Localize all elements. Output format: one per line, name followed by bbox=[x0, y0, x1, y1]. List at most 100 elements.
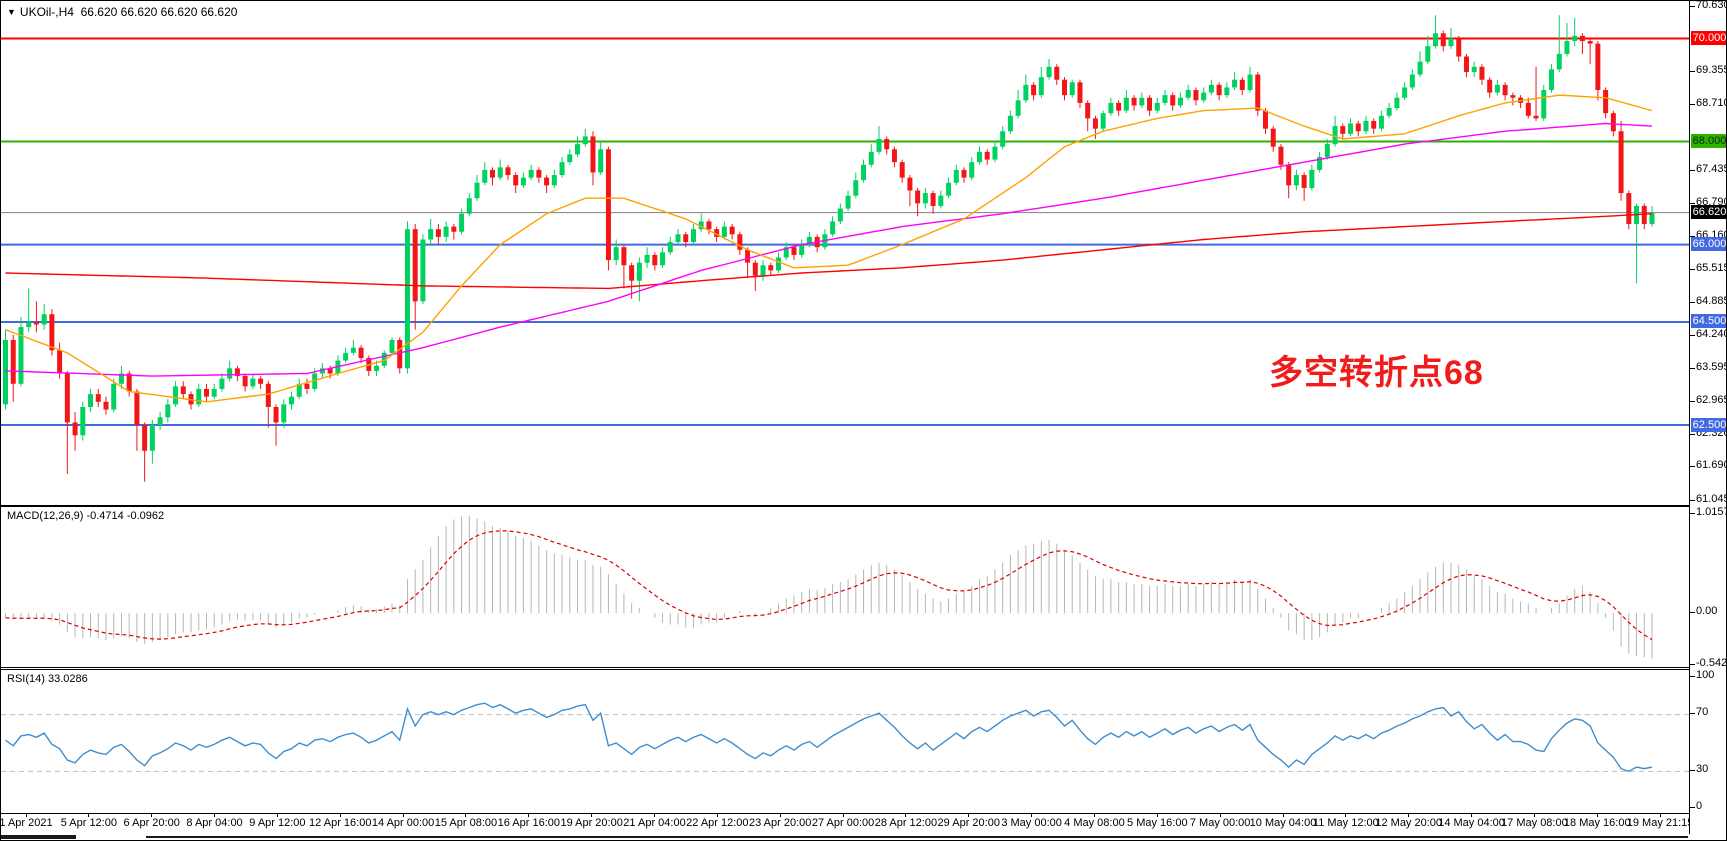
time-tick-label: 15 Apr 08:00 bbox=[434, 817, 498, 829]
price-chart-panel[interactable]: ▼ UKOil-,H4 66.620 66.620 66.620 66.620 多… bbox=[1, 1, 1689, 506]
time-tickmark bbox=[1283, 813, 1284, 817]
time-tick-label: 18 May 16:00 bbox=[1563, 817, 1631, 829]
time-tick-label: 11 May 12:00 bbox=[1312, 817, 1379, 829]
time-tick-label: 16 Apr 16:00 bbox=[497, 817, 560, 829]
price-tickmark bbox=[1690, 401, 1695, 402]
annotation-text: 多空转折点68 bbox=[1269, 354, 1484, 392]
time-tickmark bbox=[1094, 813, 1095, 817]
symbol-dropdown-icon[interactable]: ▼ bbox=[7, 7, 16, 17]
level-price-badge: 66.000 bbox=[1691, 237, 1727, 251]
rsi-tick-label: 100 bbox=[1696, 669, 1715, 681]
time-tickmark bbox=[528, 813, 529, 817]
time-tickmark bbox=[1660, 813, 1661, 817]
time-tickmark bbox=[214, 813, 215, 817]
time-tickmark bbox=[654, 813, 655, 817]
time-tickmark bbox=[780, 813, 781, 817]
price-tickmark bbox=[1690, 71, 1695, 72]
price-tick-label: 62.965 bbox=[1696, 394, 1727, 406]
time-tickmark bbox=[591, 813, 592, 817]
time-tick-label: 19 Apr 20:00 bbox=[560, 817, 623, 829]
macd-tickmark bbox=[1690, 664, 1695, 665]
price-tickmark bbox=[1690, 104, 1695, 105]
price-tick-label: 63.595 bbox=[1696, 361, 1727, 373]
symbol-timeframe-label: UKOil-,H4 bbox=[19, 5, 74, 19]
rsi-tickmark bbox=[1690, 676, 1695, 677]
time-tick-label: 29 Apr 20:00 bbox=[937, 817, 1000, 829]
h-scrollbar-thumb[interactable] bbox=[1, 835, 76, 839]
time-tickmark bbox=[1157, 813, 1158, 817]
time-tick-label: 7 May 00:00 bbox=[1189, 817, 1251, 829]
time-tick-label: 4 May 08:00 bbox=[1064, 817, 1125, 829]
price-tick-label: 68.710 bbox=[1696, 97, 1727, 109]
rsi-tickmark bbox=[1690, 807, 1695, 808]
ohlc-quote-values: 66.620 66.620 66.620 66.620 bbox=[80, 5, 238, 19]
price-tick-label: 64.240 bbox=[1696, 328, 1727, 340]
time-tickmark bbox=[88, 813, 89, 817]
time-tickmark bbox=[905, 813, 906, 817]
time-tick-label: 22 Apr 12:00 bbox=[686, 817, 749, 829]
time-tick-label: 12 May 20:00 bbox=[1375, 817, 1443, 829]
macd-tick-label: 0.00 bbox=[1696, 605, 1718, 617]
level-price-badge: 64.500 bbox=[1691, 314, 1727, 328]
h-scrollbar-track bbox=[146, 836, 1688, 838]
time-tick-label: 19 May 21:15 bbox=[1626, 817, 1694, 829]
time-tickmark bbox=[1408, 813, 1409, 817]
macd-chart[interactable] bbox=[1, 507, 1689, 667]
time-tick-label: 14 May 04:00 bbox=[1438, 817, 1505, 829]
time-tick-label: 17 May 08:00 bbox=[1501, 817, 1568, 829]
candlestick-chart[interactable] bbox=[1, 1, 1689, 504]
time-tickmark bbox=[1597, 813, 1598, 817]
price-tickmark bbox=[1690, 269, 1695, 270]
price-tickmark bbox=[1690, 500, 1695, 501]
time-tick-label: 27 Apr 00:00 bbox=[811, 817, 875, 829]
time-tick-label: 3 May 00:00 bbox=[1001, 817, 1062, 829]
time-tick-label: 6 Apr 20:00 bbox=[123, 817, 180, 829]
time-tickmark bbox=[1220, 813, 1221, 817]
time-tickmark bbox=[1345, 813, 1346, 817]
price-tickmark bbox=[1690, 466, 1695, 467]
price-tick-label: 64.885 bbox=[1696, 295, 1727, 307]
rsi-tickmark bbox=[1690, 770, 1695, 771]
price-tickmark bbox=[1690, 434, 1695, 435]
level-price-badge: 62.500 bbox=[1691, 418, 1727, 432]
price-axis[interactable]: 70.630 69.355 68.710 67.435 66.790 66.160 65.5… bbox=[1689, 0, 1727, 834]
time-tick-label: 8 Apr 04:00 bbox=[186, 817, 243, 829]
price-tick-label: 69.355 bbox=[1696, 64, 1727, 76]
macd-tickmark bbox=[1690, 513, 1695, 514]
time-tick-label: 1 Apr 2021 bbox=[0, 817, 53, 829]
time-tick-label: 23 Apr 20:00 bbox=[748, 817, 812, 829]
rsi-chart[interactable] bbox=[1, 670, 1689, 813]
macd-tickmark bbox=[1690, 612, 1695, 613]
rsi-tick-label: 30 bbox=[1696, 763, 1709, 775]
time-tickmark bbox=[151, 813, 152, 817]
rsi-tickmark bbox=[1690, 713, 1695, 714]
price-tick-label: 70.630 bbox=[1696, 0, 1727, 11]
price-tickmark bbox=[1690, 236, 1695, 237]
price-tickmark bbox=[1690, 302, 1695, 303]
time-tick-label: 5 Apr 12:00 bbox=[60, 817, 117, 829]
time-tickmark bbox=[465, 813, 466, 817]
time-tickmark bbox=[717, 813, 718, 817]
time-tick-label: 12 Apr 16:00 bbox=[309, 817, 372, 829]
time-tickmark bbox=[26, 813, 27, 817]
h-scrollbar[interactable] bbox=[1, 834, 1726, 840]
macd-label: MACD(12,26,9) -0.4714 -0.0962 bbox=[7, 510, 165, 522]
time-tick-label: 9 Apr 12:00 bbox=[249, 817, 306, 829]
chart-title: ▼ UKOil-,H4 66.620 66.620 66.620 66.620 bbox=[7, 5, 237, 19]
time-tickmark bbox=[1534, 813, 1535, 817]
price-tick-label: 67.435 bbox=[1696, 163, 1727, 175]
time-tickmark bbox=[1471, 813, 1472, 817]
macd-indicator-panel[interactable]: MACD(12,26,9) -0.4714 -0.0962 bbox=[1, 506, 1689, 668]
time-tickmark bbox=[843, 813, 844, 817]
macd-tick-label: 1.0157 bbox=[1696, 506, 1727, 518]
rsi-label: RSI(14) 33.0286 bbox=[7, 673, 88, 685]
rsi-tick-label: 0 bbox=[1696, 800, 1703, 812]
current-price-badge: 66.620 bbox=[1691, 205, 1727, 219]
time-axis[interactable]: 1 Apr 2021 5 Apr 12:00 6 Apr 20:00 8 Apr 04… bbox=[0, 813, 1693, 834]
macd-tick-label: -0.5422 bbox=[1696, 657, 1727, 669]
rsi-indicator-panel[interactable]: RSI(14) 33.0286 bbox=[1, 669, 1689, 814]
time-tick-label: 21 Apr 04:00 bbox=[623, 817, 686, 829]
time-tickmark bbox=[277, 813, 278, 817]
time-tickmark bbox=[968, 813, 969, 817]
